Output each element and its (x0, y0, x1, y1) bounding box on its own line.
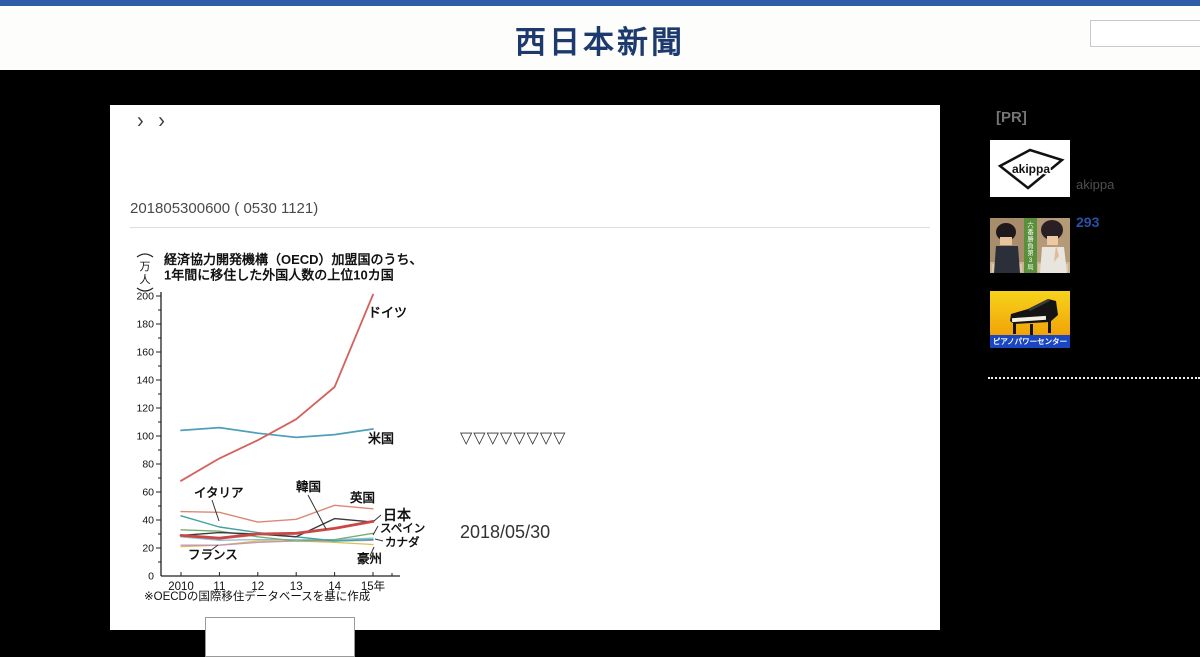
svg-text:200: 200 (136, 291, 154, 303)
svg-text:万: 万 (140, 261, 151, 273)
image-caption-box[interactable] (205, 617, 355, 657)
svg-text:12: 12 (251, 581, 264, 593)
svg-text:15年: 15年 (361, 579, 385, 593)
grand-piano-image: ピアノパワーセンター (990, 291, 1070, 348)
ad-akippa-thumbnail[interactable]: akippa (990, 140, 1070, 197)
svg-text:akippa: akippa (1012, 162, 1050, 176)
pr-label: [PR] (996, 109, 1027, 126)
article-panel: › › 201805300600 ( 0530 1121) 経済協力開発機構（O… (110, 105, 940, 657)
svg-text:14: 14 (328, 581, 341, 593)
svg-text:1年間に移住した外国人数の上位10カ国: 1年間に移住した外国人数の上位10カ国 (164, 268, 394, 283)
svg-text:3: 3 (1029, 257, 1033, 264)
svg-text:経済協力開発機構（OECD）加盟国のうち、: 経済協力開発機構（OECD）加盟国のうち、 (164, 252, 423, 267)
chevron-right-icon: › (158, 108, 165, 134)
svg-text:2010: 2010 (168, 581, 194, 593)
ad-shogi-label[interactable]: 293 (1076, 214, 1100, 230)
svg-text:イタリア: イタリア (194, 485, 244, 500)
site-logo[interactable]: 西日本新聞 (515, 25, 685, 60)
svg-text:米国: 米国 (368, 431, 394, 446)
svg-text:フランス: フランス (188, 548, 238, 562)
svg-text:局: 局 (1027, 263, 1033, 271)
svg-text:第: 第 (1027, 248, 1033, 257)
svg-text:ピアノパワーセンター: ピアノパワーセンター (993, 336, 1067, 346)
svg-text:11: 11 (213, 581, 225, 593)
svg-text:120: 120 (136, 403, 154, 415)
top-accent-bar (0, 0, 1200, 6)
svg-text:0: 0 (148, 571, 154, 583)
site-header: 西日本新聞 (0, 6, 1200, 70)
akippa-logo-icon: akippa (990, 140, 1070, 197)
chevron-right-icon: › (137, 108, 144, 134)
title-divider (130, 227, 930, 228)
svg-text:韓国: 韓国 (296, 479, 321, 494)
svg-text:日本: 日本 (383, 507, 412, 523)
article-body: ▽▽▽▽▽▽▽▽ (460, 430, 567, 447)
svg-text:負: 負 (1027, 241, 1033, 250)
svg-text:※OECDの国際移住データベースを基に作成: ※OECDの国際移住データベースを基に作成 (144, 589, 371, 603)
svg-text:40: 40 (142, 515, 154, 527)
sidebar-dotted-divider (988, 377, 1200, 379)
ad-akippa-label[interactable]: akippa (1076, 177, 1115, 192)
article-image-chart[interactable]: 経済協力開発機構（OECD）加盟国のうち、 1年間に移住した外国人数の上位10カ国… (130, 248, 430, 605)
svg-text:勝: 勝 (1027, 234, 1034, 243)
svg-text:英国: 英国 (350, 490, 375, 505)
search-input[interactable] (1090, 20, 1200, 47)
svg-text:豪州: 豪州 (357, 551, 382, 566)
svg-text:ドイツ: ドイツ (368, 305, 407, 320)
article-date: 2018/05/30 (460, 522, 551, 542)
svg-text:カナダ: カナダ (385, 535, 420, 549)
svg-text:番: 番 (1027, 228, 1034, 236)
svg-text:六: 六 (1027, 220, 1033, 229)
svg-text:13: 13 (290, 581, 303, 593)
oecd-migration-chart: 経済協力開発機構（OECD）加盟国のうち、1年間に移住した外国人数の上位10カ国… (136, 252, 425, 603)
svg-text:180: 180 (136, 319, 154, 331)
breadcrumb: › › (137, 108, 174, 134)
svg-text:140: 140 (136, 375, 154, 387)
svg-text:100: 100 (136, 431, 154, 443)
svg-text:人: 人 (140, 273, 151, 286)
svg-text:スペイン: スペイン (380, 522, 425, 535)
article-title: 201805300600 ( 0530 1121) (130, 200, 319, 217)
svg-text:20: 20 (142, 543, 154, 555)
svg-text:160: 160 (136, 347, 154, 359)
svg-text:60: 60 (142, 487, 154, 499)
svg-text:80: 80 (142, 459, 154, 471)
ad-piano-thumbnail[interactable]: ピアノパワーセンター (990, 291, 1070, 348)
